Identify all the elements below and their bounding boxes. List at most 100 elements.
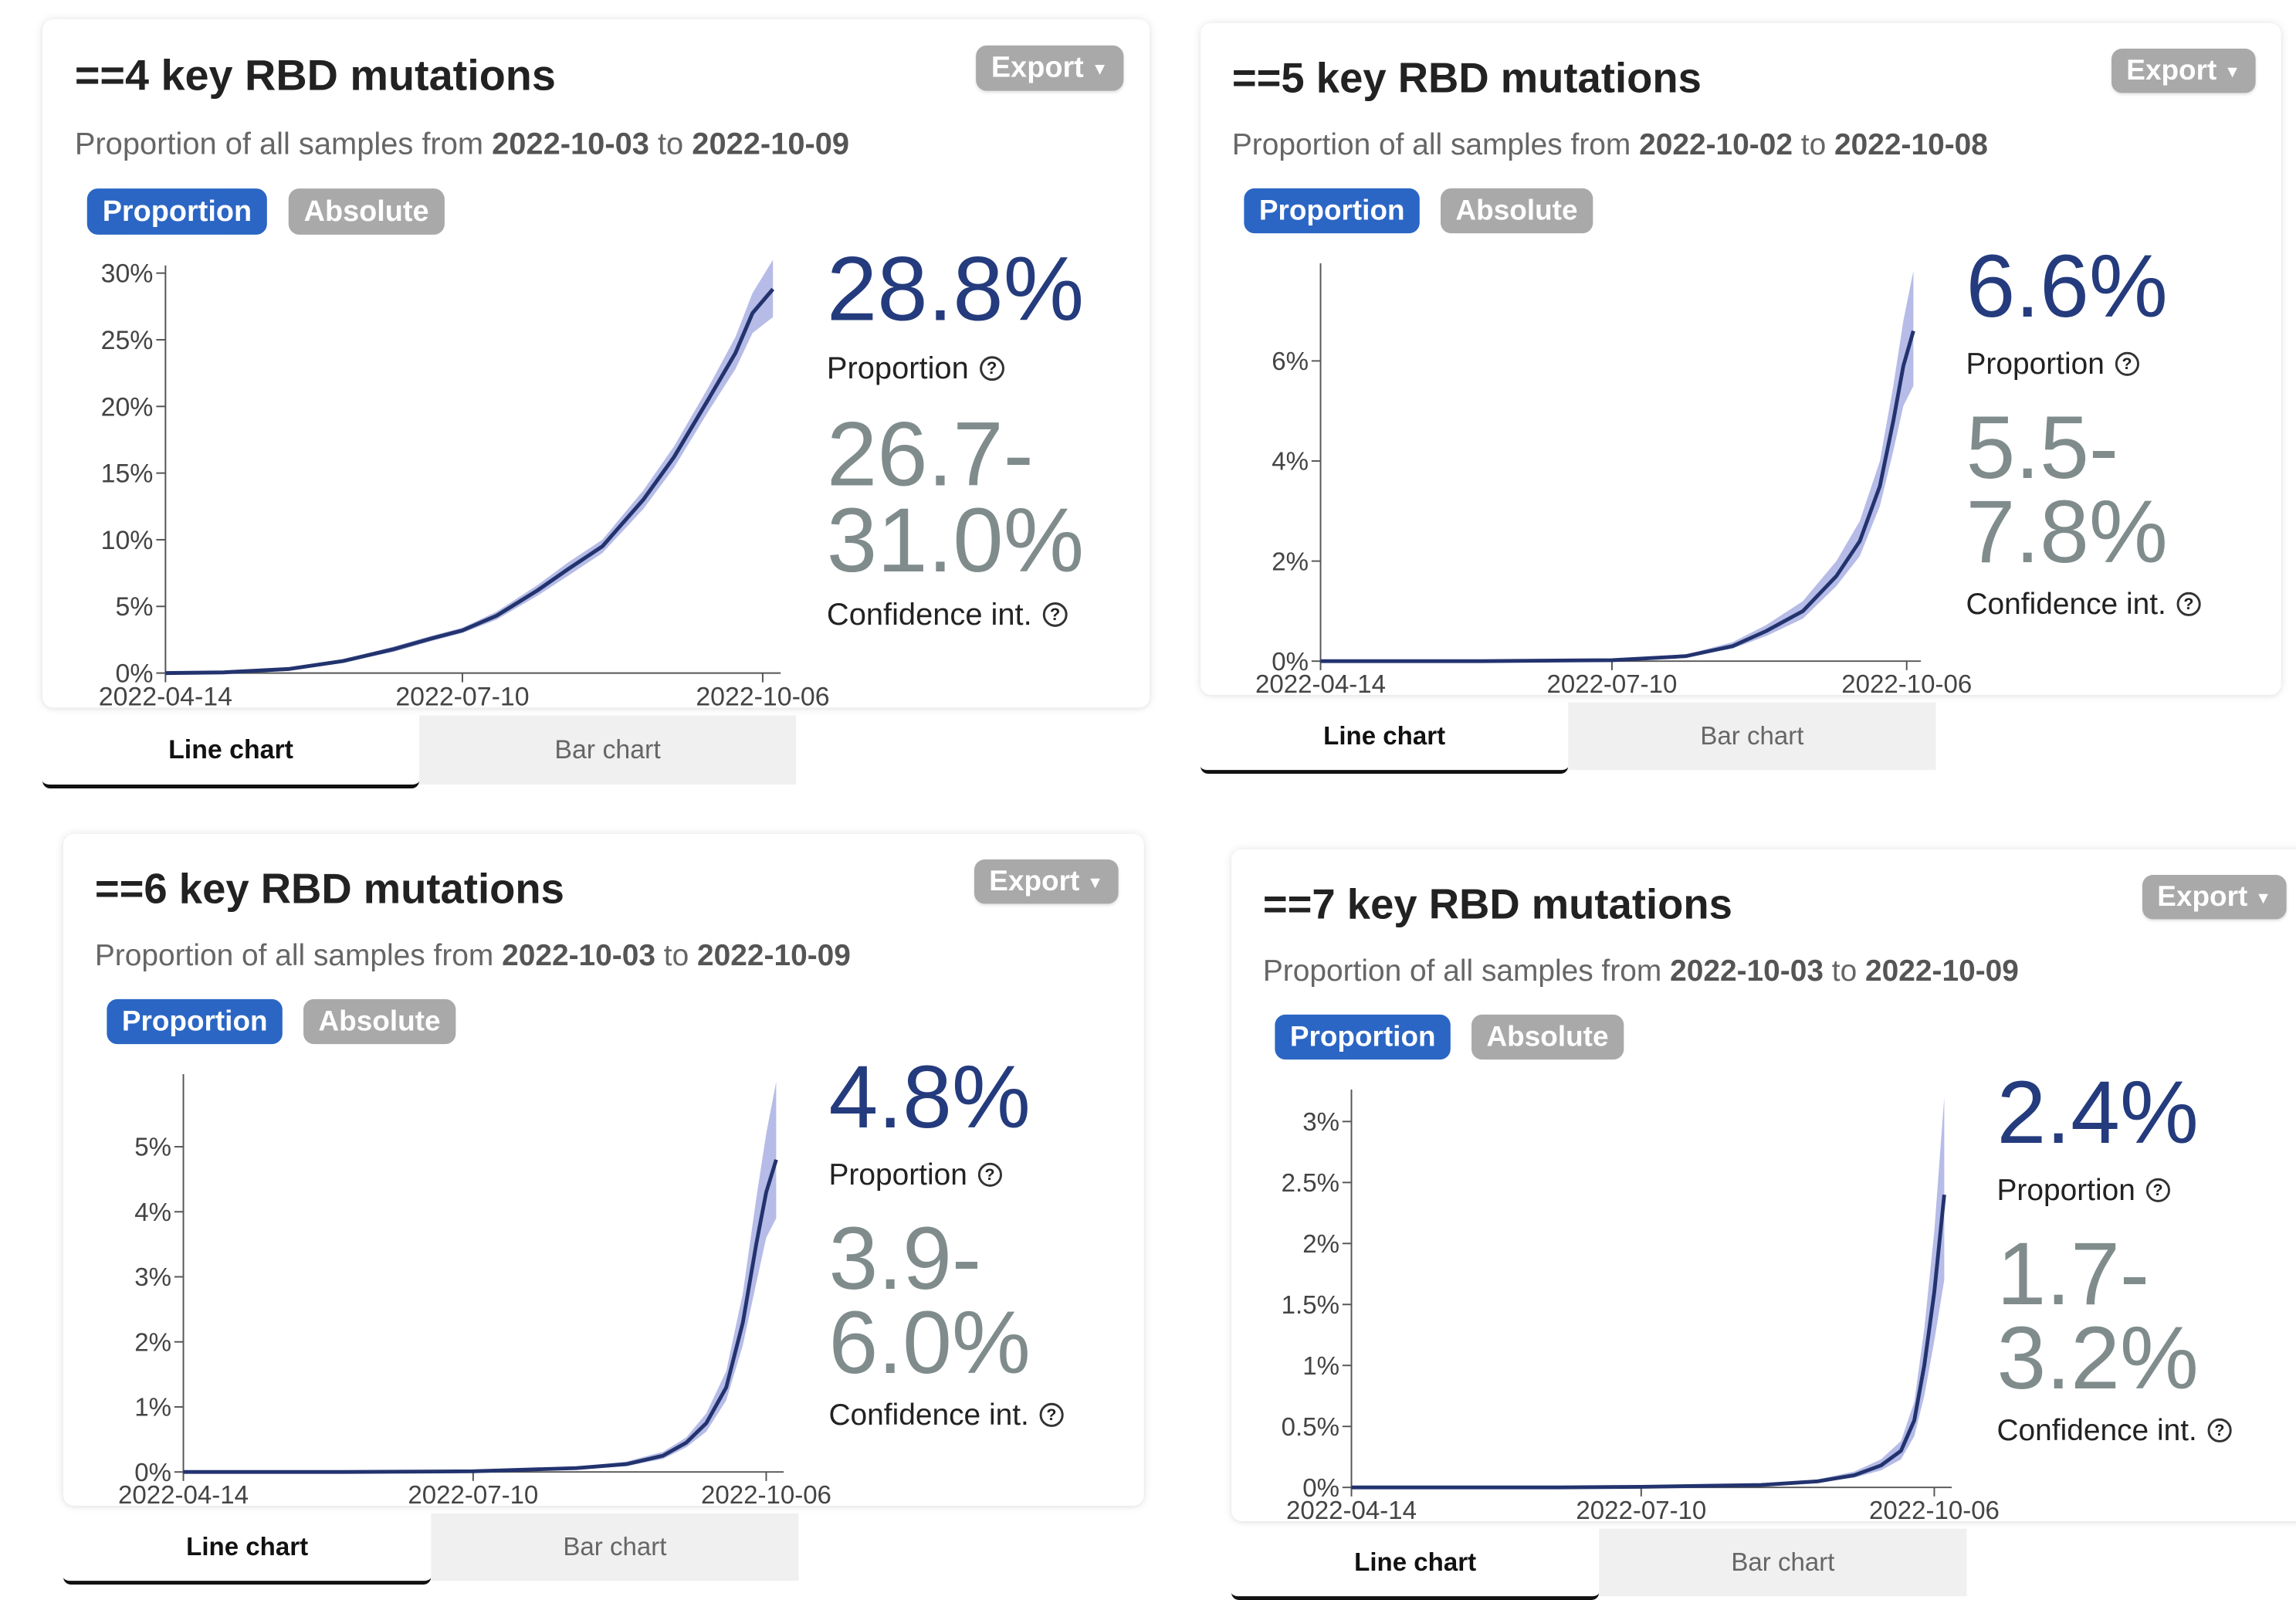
- export-button[interactable]: Export ▼: [976, 45, 1124, 91]
- date-from: 2022-10-02: [1639, 128, 1793, 161]
- export-button[interactable]: Export ▼: [2111, 49, 2256, 93]
- subtitle-prefix: Proportion of all samples from: [94, 939, 494, 972]
- ci-high: 31.0%: [826, 490, 1085, 592]
- confidence-interval-value: 1.7- 3.2%: [1996, 1230, 2199, 1408]
- tab-line-chart[interactable]: Line chart: [63, 1513, 432, 1585]
- y-tick-label: 4%: [134, 1198, 171, 1227]
- card-panel: [42, 19, 1150, 708]
- help-icon[interactable]: ?: [977, 1162, 1002, 1187]
- card-title: ==5 key RBD mutations: [1231, 53, 1702, 102]
- help-icon[interactable]: ?: [2176, 592, 2201, 616]
- y-tick-label: 5%: [115, 592, 153, 622]
- subtitle-join: to: [657, 127, 684, 161]
- absolute-toggle[interactable]: Absolute: [1471, 1014, 1624, 1060]
- x-tick-label: 2022-04-14: [118, 1481, 249, 1510]
- date-to: 2022-10-08: [1834, 128, 1988, 161]
- help-icon[interactable]: ?: [2115, 351, 2139, 376]
- proportion-label-text: Proportion: [1966, 347, 2105, 381]
- proportion-label: Proportion?: [827, 351, 1004, 386]
- proportion-label: Proportion?: [828, 1158, 1002, 1192]
- y-tick-label: 3%: [134, 1263, 171, 1292]
- tab-bar-chart[interactable]: Bar chart: [1599, 1528, 1967, 1597]
- confidence-band: [183, 1081, 777, 1473]
- proportion-toggle[interactable]: Proportion: [107, 998, 283, 1045]
- absolute-toggle[interactable]: Absolute: [1441, 188, 1593, 234]
- confidence-label-text: Confidence int.: [826, 597, 1032, 632]
- y-tick-label: 4%: [1272, 448, 1309, 476]
- proportion-label-text: Proportion: [828, 1158, 967, 1192]
- ci-high: 6.0%: [828, 1293, 1031, 1393]
- proportion-toggle[interactable]: Proportion: [1275, 1014, 1451, 1060]
- card-panel: [63, 834, 1144, 1506]
- confidence-band: [1320, 270, 1914, 662]
- date-to: 2022-10-09: [697, 939, 851, 972]
- date-to: 2022-10-09: [692, 127, 850, 161]
- mutation-card: ==4 key RBD mutations Export ▼ Proportion…: [42, 19, 1150, 788]
- ci-low: 5.5-: [1966, 398, 2119, 498]
- x-tick-label: 2022-07-10: [408, 1481, 538, 1510]
- confidence-band: [1351, 1097, 1945, 1488]
- confidence-interval-value: 3.9- 6.0%: [828, 1209, 1031, 1393]
- confidence-label-text: Confidence int.: [1996, 1413, 2197, 1447]
- absolute-toggle[interactable]: Absolute: [303, 998, 455, 1045]
- y-tick-label: 25%: [101, 326, 154, 355]
- card-subtitle: Proportion of all samples from 2022-10-0…: [1232, 128, 1988, 162]
- y-tick-label: 1%: [134, 1394, 171, 1422]
- proportion-toggle[interactable]: Proportion: [1244, 188, 1421, 234]
- tab-bar-chart[interactable]: Bar chart: [431, 1513, 799, 1581]
- help-icon[interactable]: ?: [1042, 602, 1068, 627]
- ci-high: 7.8%: [1966, 482, 2168, 582]
- caret-down-icon: ▼: [2224, 62, 2241, 81]
- date-from: 2022-10-03: [492, 127, 649, 161]
- card-title: ==6 key RBD mutations: [94, 864, 564, 913]
- y-tick-label: 10%: [101, 526, 154, 555]
- subtitle-join: to: [663, 939, 689, 972]
- confidence-band: [165, 259, 774, 673]
- x-tick-label: 2022-10-06: [1841, 670, 1972, 699]
- export-label: Export: [991, 51, 1084, 84]
- help-icon[interactable]: ?: [979, 356, 1004, 381]
- ci-high: 3.2%: [1996, 1308, 2199, 1408]
- caret-down-icon: ▼: [1087, 873, 1104, 892]
- absolute-toggle[interactable]: Absolute: [288, 188, 445, 235]
- proportion-value: 4.8%: [828, 1048, 1031, 1147]
- export-button[interactable]: Export ▼: [2142, 875, 2287, 920]
- help-icon[interactable]: ?: [2207, 1418, 2232, 1442]
- ci-low: 3.9-: [828, 1209, 982, 1309]
- tab-bar-chart[interactable]: Bar chart: [1568, 702, 1936, 771]
- card-title: ==7 key RBD mutations: [1262, 880, 1732, 928]
- y-tick-label: 1%: [1302, 1352, 1339, 1381]
- card-panel: [1200, 23, 2281, 695]
- confidence-label: Confidence int.?: [827, 598, 1068, 632]
- tab-line-chart[interactable]: Line chart: [42, 715, 420, 788]
- confidence-interval-value: 26.7- 31.0%: [826, 404, 1085, 592]
- date-from: 2022-10-03: [1670, 954, 1824, 988]
- card-panel: [1231, 849, 2296, 1521]
- date-to: 2022-10-09: [1865, 954, 2019, 988]
- proportion-toggle[interactable]: Proportion: [86, 188, 268, 235]
- proportion-value: 6.6%: [1966, 237, 2168, 337]
- caret-down-icon: ▼: [2255, 888, 2272, 907]
- help-icon[interactable]: ?: [2145, 1178, 2170, 1202]
- x-tick-label: 2022-07-10: [395, 682, 529, 711]
- subtitle-prefix: Proportion of all samples from: [74, 127, 484, 161]
- x-tick-label: 2022-04-14: [99, 682, 232, 711]
- subtitle-prefix: Proportion of all samples from: [1231, 128, 1631, 161]
- y-tick-label: 20%: [101, 392, 154, 422]
- y-tick-label: 2%: [1272, 547, 1309, 576]
- y-tick-label: 0%: [134, 1459, 171, 1487]
- confidence-label-text: Confidence int.: [828, 1398, 1029, 1432]
- proportion-value: 2.4%: [1996, 1063, 2199, 1163]
- help-icon[interactable]: ?: [1039, 1402, 1064, 1427]
- confidence-label: Confidence int.?: [828, 1398, 1064, 1432]
- proportion-line: [165, 287, 775, 676]
- tab-bar-chart[interactable]: Bar chart: [419, 715, 797, 785]
- tab-line-chart[interactable]: Line chart: [1200, 702, 1569, 774]
- mutation-card: ==7 key RBD mutations Export ▼ Proportion…: [1231, 849, 2296, 1600]
- confidence-label: Confidence int.?: [1996, 1413, 2232, 1448]
- x-tick-label: 2022-10-06: [1869, 1497, 2000, 1525]
- export-label: Export: [989, 865, 1080, 897]
- ci-low: 26.7-: [826, 404, 1034, 506]
- y-tick-label: 0%: [1272, 648, 1309, 676]
- export-button[interactable]: Export ▼: [974, 859, 1119, 904]
